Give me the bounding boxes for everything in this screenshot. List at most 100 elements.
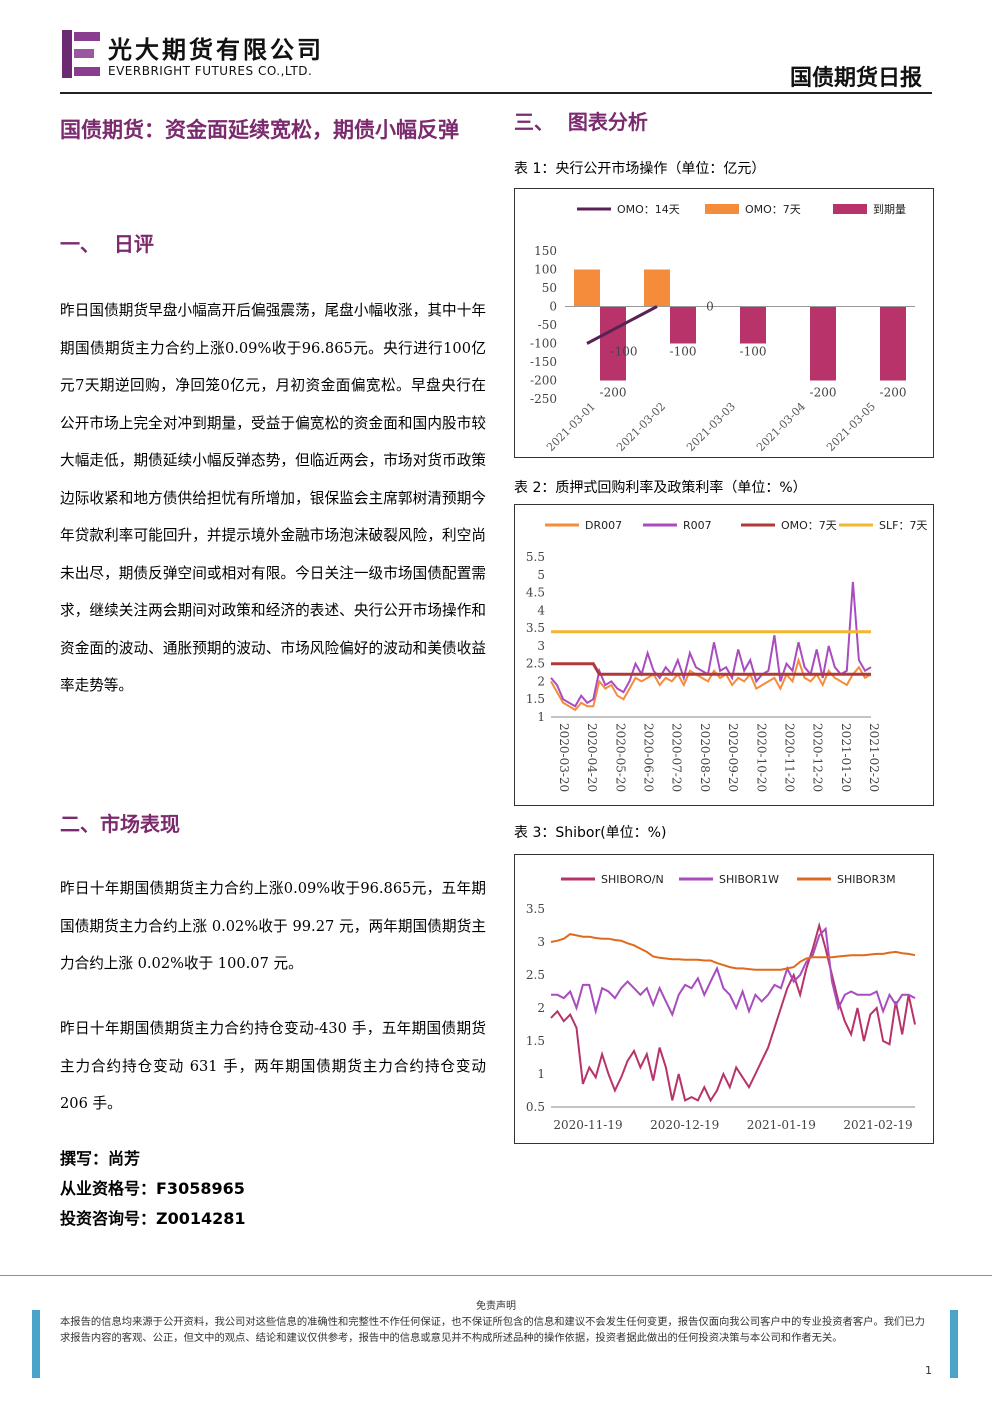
chart1-value-label: -100 (670, 345, 697, 359)
chart2-xtick: 2020-09-20 (726, 723, 740, 792)
chart2-ytick: 3 (537, 639, 545, 653)
chart3-series-1 (551, 926, 916, 1018)
company-name-cn: 光大期货有限公司 (108, 36, 324, 64)
chart1-bar-maturity (740, 306, 766, 344)
section2-paragraph-2: 昨日十年期国债期货主力合约持仓变动-430 手，五年期国债期货主力合约持仓变动 … (60, 1020, 486, 1112)
chart1-ytick: 150 (534, 244, 557, 258)
chart2-xtick: 2020-07-20 (670, 723, 684, 792)
chart1-caption: 表 1：央行公开市场操作（单位：亿元） (514, 161, 766, 177)
chart1-xtick: 2021-03-03 (684, 400, 738, 454)
chart1-ytick: 50 (542, 281, 557, 295)
author-line: 撰写：尚芳 (60, 1149, 141, 1168)
chart2-xtick: 2020-06-20 (642, 723, 656, 792)
legend-label-3: SLF：7天 (879, 519, 927, 532)
chart1-bar-maturity (810, 306, 836, 381)
chart1-xtick: 2021-03-04 (754, 400, 808, 454)
chart1-ytick: -50 (538, 318, 557, 332)
chart1-bar-omo7 (644, 269, 670, 307)
legend-swatch-1 (705, 204, 739, 214)
chart1-value-label: -200 (600, 386, 627, 400)
chart2-ytick: 1 (537, 710, 545, 724)
chart2-caption: 表 2：质押式回购利率及政策利率（单位：%） (514, 480, 807, 496)
legend-swatch-2 (833, 204, 867, 214)
chart2-ytick: 1.5 (526, 692, 545, 706)
chart1-line-omo14 (586, 305, 658, 345)
legend-label-1: R007 (683, 519, 712, 532)
chart1-ytick: -100 (530, 337, 557, 351)
chart3-ytick: 2 (537, 1001, 545, 1015)
chart2-xtick: 2020-10-20 (754, 723, 768, 792)
header-divider (60, 92, 932, 94)
legend-label-1: SHIBOR1W (719, 873, 779, 886)
chart2-series-0 (550, 656, 872, 712)
chart3-series-0 (550, 921, 916, 1103)
company-logo (62, 30, 102, 78)
chart1-ytick: -250 (530, 392, 557, 406)
chart3-xtick: 2021-02-19 (843, 1118, 912, 1132)
chart2-ytick: 4.5 (526, 586, 545, 600)
footer-accent-left (32, 1310, 40, 1378)
chart1-ytick: 100 (534, 263, 557, 277)
chart2-series-1 (550, 581, 872, 708)
legend-label-2: 到期量 (873, 203, 906, 216)
chart2-xtick: 2020-03-20 (557, 723, 571, 792)
chart3-box: SHIBORO/N SHIBOR1W SHIBOR3M 3.5 3 2.5 2 1.5 1 0.5… (514, 854, 934, 1144)
chart1-value-label: -200 (810, 386, 837, 400)
section1-heading: 一、 日评 (60, 232, 154, 256)
chart1-value-label: 0 (706, 300, 714, 314)
chart3-ytick: 3 (537, 935, 545, 949)
legend-label-0: OMO：14天 (617, 203, 680, 216)
chart1-xtick: 2021-03-05 (824, 400, 878, 454)
chart2-series-2 (551, 662, 871, 676)
advisory-line: 投资咨询号：Z0014281 (60, 1209, 246, 1228)
chart3-ytick: 1 (537, 1067, 545, 1081)
chart2-xtick: 2020-11-20 (782, 723, 796, 792)
chart3-ytick: 2.5 (526, 968, 545, 982)
legend-label-2: OMO：7天 (781, 519, 837, 532)
chart2-xtick: 2021-02-20 (867, 723, 881, 792)
chart3-series-2 (550, 933, 916, 971)
footer-accent-right (950, 1310, 958, 1378)
report-title: 国债期货日报 (789, 66, 922, 91)
chart3-xtick: 2021-01-19 (747, 1118, 816, 1132)
disclaimer-text: 本报告的信息均来源于公开资料，我公司对这些信息的准确性和完整性不作任何保证，也不… (60, 1316, 925, 1344)
section3-heading: 三、 图表分析 (514, 110, 648, 134)
section2-paragraph-1: 昨日十年期国债期货主力合约上涨0.09%收于96.865元，五年期国债期货主力合… (60, 880, 486, 972)
chart3-svg: SHIBORO/N SHIBOR1W SHIBOR3M 3.5 3 2.5 2 1.5 1 0.5… (526, 873, 916, 1132)
chart2-svg: DR007 R007 OMO：7天 SLF：7天 5.5 5 4.5 4 3.5 3 2.5 2 1.5… (526, 519, 928, 792)
company-name-en: EVERBRIGHT FUTURES CO.,LTD. (108, 64, 313, 78)
disclaimer-title: 免责声明 (476, 1301, 516, 1312)
chart3-xtick: 2020-12-19 (650, 1118, 719, 1132)
chart2-ytick: 2 (537, 674, 545, 688)
chart1-svg: OMO：14天 OMO：7天 到期量 150 100 50 0 -50 -100 -150 -200… (530, 203, 915, 454)
chart2-box: DR007 R007 OMO：7天 SLF：7天 5.5 5 4.5 4 3.5 3 2.5 2 1.5… (514, 504, 934, 806)
section1-paragraph: 昨日国债期货早盘小幅高开后偏强震荡，尾盘小幅收涨，其中十年期国债期货主力合约上涨… (60, 302, 486, 694)
chart2-ytick: 2.5 (526, 657, 545, 671)
chart1-xtick: 2021-03-02 (614, 400, 668, 454)
chart1-ytick: -200 (530, 374, 557, 388)
chart3-ytick: 1.5 (526, 1034, 545, 1048)
chart1-value-label: -200 (880, 386, 907, 400)
chart2-xtick: 2020-08-20 (698, 723, 712, 792)
chart3-caption: 表 3：Shibor(单位：%) (514, 825, 667, 841)
license-line: 从业资格号：F3058965 (60, 1179, 245, 1198)
legend-label-1: OMO：7天 (745, 203, 801, 216)
chart1-bar-maturity (670, 306, 696, 344)
chart1-bar-maturity (600, 306, 626, 381)
chart2-xtick: 2020-05-20 (613, 723, 627, 792)
chart1-xtick: 2021-03-01 (544, 400, 598, 454)
chart2-ytick: 3.5 (526, 621, 545, 635)
chart2-xtick: 2020-04-20 (585, 723, 599, 792)
chart1-box: OMO：14天 OMO：7天 到期量 150 100 50 0 -50 -100 -150 -200… (514, 188, 934, 458)
chart1-ytick: -150 (530, 355, 557, 369)
chart1-bar-maturity (880, 306, 906, 381)
chart3-ytick: 3.5 (526, 902, 545, 916)
legend-label-0: DR007 (585, 519, 622, 532)
chart2-xtick: 2020-12-20 (811, 723, 825, 792)
page-number: 1 (925, 1364, 932, 1377)
legend-label-2: SHIBOR3M (837, 873, 896, 886)
chart1-ytick: 0 (549, 300, 557, 314)
legend-label-0: SHIBORO/N (601, 873, 664, 886)
footer-divider (0, 1275, 992, 1276)
chart2-xtick: 2021-01-20 (839, 723, 853, 792)
